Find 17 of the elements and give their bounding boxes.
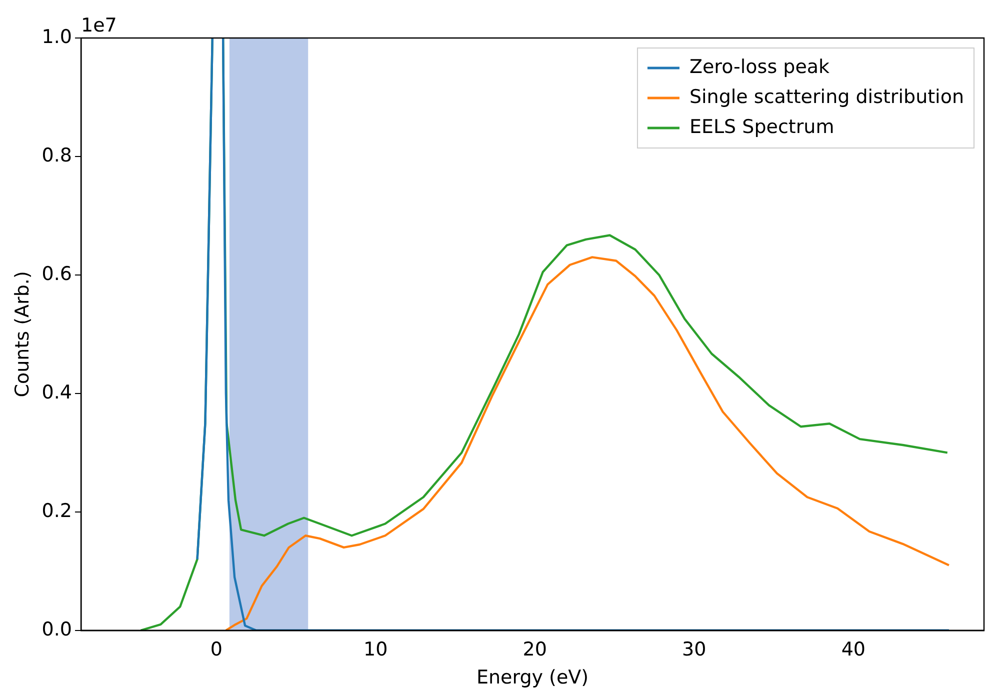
text: 1e7 [81,14,117,36]
y-tick-label: 0.8 [42,144,72,166]
y-axis-title: Counts (Arb.) [11,271,34,398]
y-tick-label: 1.0 [42,26,72,48]
x-tick-label: 0 [210,638,222,661]
y-tick-label: 0.4 [42,381,72,404]
y-tick-label: 0.2 [42,500,72,522]
legend-label: Single scattering distribution [689,86,964,108]
x-tick-label: 20 [522,638,547,661]
y-tick-label: 0.6 [42,262,72,285]
x-tick-label: 40 [841,638,866,661]
legend-label: Zero-loss peak [689,56,830,78]
x-axis-title: Energy (eV) [476,666,589,689]
legend-label: EELS Spectrum [689,116,834,138]
y-tick-label: 0.0 [42,618,72,640]
x-tick-label: 30 [682,638,706,661]
x-tick-label: 10 [364,638,388,661]
